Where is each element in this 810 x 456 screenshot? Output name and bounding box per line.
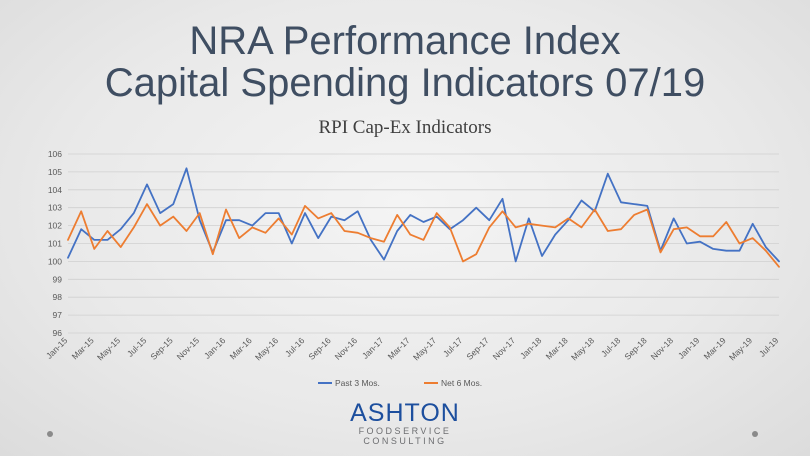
chart-title: RPI Cap-Ex Indicators <box>318 117 492 138</box>
y-tick-label: 105 <box>48 167 62 177</box>
y-tick-label: 96 <box>53 328 63 338</box>
slide-title-line2: Capital Spending Indicators 07/19 <box>104 61 706 105</box>
x-tick-label: Sep-16 <box>306 335 333 362</box>
x-tick-label: Nov-16 <box>333 335 360 362</box>
y-tick-label: 99 <box>53 274 63 284</box>
x-tick-label: Jan-16 <box>202 335 228 361</box>
x-tick-label: Sep-15 <box>148 335 175 362</box>
y-tick-label: 106 <box>48 149 62 159</box>
x-tick-label: Jul-15 <box>125 335 149 359</box>
x-tick-label: Sep-17 <box>464 335 491 362</box>
x-tick-label: Mar-16 <box>228 335 254 361</box>
series-line-net-6-mos <box>67 203 780 268</box>
x-tick-label: Mar-15 <box>70 335 96 361</box>
x-tick-label: Mar-17 <box>386 335 412 361</box>
logo-subtitle-1: FOODSERVICE <box>358 426 452 436</box>
x-tick-label: Nov-18 <box>649 335 676 362</box>
legend-label: Past 3 Mos. <box>335 378 380 388</box>
x-tick-label: May-16 <box>253 335 280 362</box>
x-tick-label: Jul-16 <box>283 335 307 359</box>
series-lines <box>67 167 780 268</box>
x-tick-label: May-17 <box>411 335 438 362</box>
x-tick-label: May-19 <box>727 335 754 362</box>
y-tick-label: 98 <box>53 292 63 302</box>
logo-wordmark: ASHTON <box>350 399 460 427</box>
y-tick-label: 101 <box>48 239 62 249</box>
legend-label: Net 6 Mos. <box>441 378 482 388</box>
x-tick-label: May-18 <box>569 335 596 362</box>
y-axis-ticks: 96 97 98 99 100 101 102 103 104 105 106 <box>48 149 62 338</box>
x-tick-label: Sep-18 <box>622 335 649 362</box>
x-tick-label: Nov-15 <box>175 335 202 362</box>
y-tick-label: 104 <box>48 185 62 195</box>
x-tick-label: Jan-19 <box>676 335 702 361</box>
x-tick-label: Jul-18 <box>599 335 623 359</box>
legend: Past 3 Mos. Net 6 Mos. <box>318 378 482 388</box>
ashton-logo: ASHTON FOODSERVICE CONSULTING <box>342 400 468 456</box>
y-tick-label: 97 <box>53 310 63 320</box>
logo-subtitle-2: CONSULTING <box>363 436 447 446</box>
x-tick-label: Mar-18 <box>544 335 570 361</box>
x-tick-label: Nov-17 <box>491 335 518 362</box>
x-tick-label: Jan-18 <box>518 335 544 361</box>
x-tick-label: Jul-19 <box>757 335 781 359</box>
slide-title-line1: NRA Performance Index <box>189 19 621 63</box>
slide-nav-dot-right[interactable] <box>752 431 758 437</box>
y-tick-label: 100 <box>48 256 62 266</box>
x-tick-label: Mar-19 <box>702 335 728 361</box>
slide-nav-dot-left[interactable] <box>47 431 53 437</box>
x-tick-label: Jul-17 <box>441 335 465 359</box>
x-tick-label: Jan-15 <box>44 335 70 361</box>
gridlines <box>68 153 779 334</box>
y-tick-label: 103 <box>48 203 62 213</box>
x-tick-label: May-15 <box>95 335 122 362</box>
y-tick-label: 102 <box>48 221 62 231</box>
series-line-past-3-mos <box>67 167 780 263</box>
x-axis-ticks: Jan-15 Mar-15 May-15 Jul-15 Sep-15 Nov-15 Jan-… <box>44 335 781 362</box>
x-tick-label: Jan-17 <box>360 335 386 361</box>
